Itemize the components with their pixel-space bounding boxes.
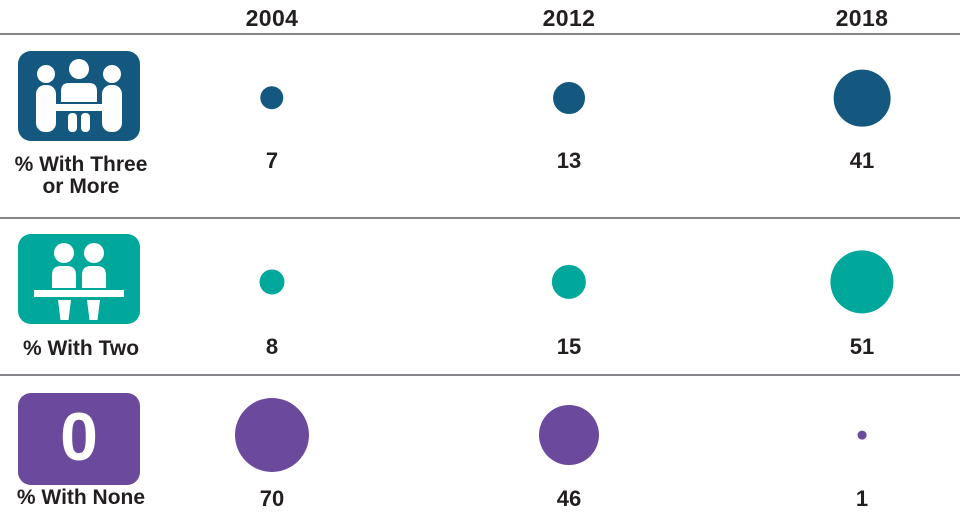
bubble-three-2012 [553,82,585,114]
row-label-three-or-more: % With Three or More [0,154,162,198]
zero-badge-icon: 0 [18,393,140,485]
row-label-line-1: % With Two [22,337,140,360]
bubble-three-2004 [260,86,284,110]
value-three-2018: 41 [849,148,875,173]
bubble-three-2018 [833,69,891,127]
divider-row2-row3 [0,374,960,376]
value-three-2004: 7 [265,148,279,173]
divider-header [0,33,960,35]
three-people-meeting-icon [18,51,140,146]
bubble-two-2012 [551,264,587,300]
bubble-none-2018 [857,430,867,440]
value-two-2012: 15 [556,334,582,359]
zero-glyph: 0 [60,399,98,475]
divider-row1-row2 [0,217,960,219]
column-header-2018: 2018 [835,5,889,31]
row-label-two: % With Two [0,338,162,360]
value-two-2018: 51 [849,334,875,359]
column-header-2012: 2012 [542,5,596,31]
bubble-two-2004 [259,269,285,295]
two-people-desk-icon [18,234,140,329]
column-header-2004: 2004 [245,5,299,31]
zero-badge: 0 [18,393,140,485]
value-two-2004: 8 [265,334,279,359]
bubble-none-2012 [538,404,600,466]
row-label-none: % With None [0,487,162,509]
value-none-2012: 46 [556,486,582,511]
row-label-line-1: % With None [16,486,146,509]
bubble-none-2004 [234,397,310,473]
value-none-2004: 70 [259,486,285,511]
row-label-line-2: or More [42,175,120,198]
value-three-2012: 13 [556,148,582,173]
value-none-2018: 1 [855,486,869,511]
bubble-two-2018 [830,250,894,314]
row-label-line-1: % With Three [14,153,148,176]
